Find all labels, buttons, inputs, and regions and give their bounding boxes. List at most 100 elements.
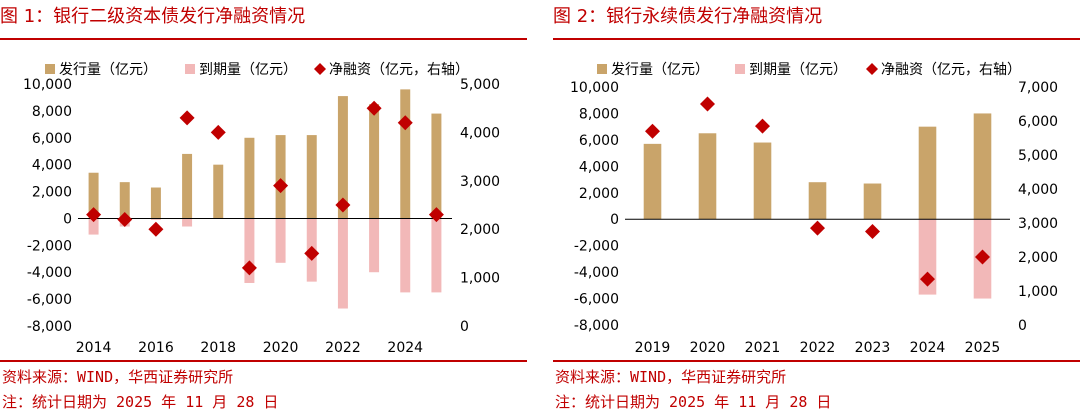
y-tick-label: 0 [610, 212, 619, 228]
maturity-bar [369, 218, 380, 273]
net-financing-marker [645, 123, 660, 139]
y2-tick-label: 3,000 [1018, 216, 1058, 232]
legend-swatch [314, 63, 326, 75]
source-text-2: 资料来源：WIND，华西证券研究所 [555, 368, 787, 386]
y2-tick-label: 3,000 [460, 174, 500, 190]
net-financing-marker [148, 221, 164, 237]
chart-panel-2: 图 2：银行永续债发行净融资情况 -8,000 -6,000 -4,000 -2,00… [553, 0, 1080, 418]
x-tick-label: 2016 [138, 340, 174, 356]
issuance-bar [643, 143, 662, 220]
y2-tick-label: 0 [1018, 318, 1027, 334]
x-tick-label: 2020 [690, 340, 726, 356]
y-tick-label: -4,000 [574, 265, 619, 281]
y-tick-label: 10,000 [23, 77, 72, 93]
issuance-bar [88, 172, 99, 219]
y-tick-label: -6,000 [574, 292, 619, 308]
y-tick-label: 8,000 [579, 106, 619, 122]
net-financing-marker [117, 212, 133, 228]
maturity-bar [182, 218, 193, 227]
net-financing-marker [755, 118, 770, 134]
issuance-bar [431, 113, 442, 219]
net-financing-marker [86, 207, 102, 223]
y2-tick-label: 1,000 [460, 271, 500, 287]
y-tick-label: 4,000 [579, 159, 619, 175]
net-financing-marker [428, 207, 444, 223]
maturity-bar [431, 218, 442, 293]
y-tick-label: 6,000 [579, 133, 619, 149]
issuance-bar [918, 126, 937, 220]
net-financing-marker [241, 260, 257, 276]
y2-tick-label: 4,000 [1018, 182, 1058, 198]
y2-tick-label: 2,000 [1018, 250, 1058, 266]
legend-label: 发行量（亿元） [611, 62, 709, 78]
issuance-bar [213, 164, 224, 219]
y-tick-label: 4,000 [32, 158, 72, 174]
issuance-bar [753, 142, 772, 220]
legend-label: 到期量（亿元） [199, 62, 297, 78]
chart-title-1: 图 1：银行二级资本债发行净融资情况 [0, 6, 306, 27]
issuance-bar [275, 135, 286, 219]
net-financing-marker [920, 271, 935, 287]
net-financing-marker [366, 100, 382, 116]
net-financing-marker [700, 96, 715, 112]
issuance-bar [369, 104, 380, 219]
y-tick-label: 2,000 [579, 186, 619, 202]
issuance-bar [400, 89, 411, 219]
legend-swatch [866, 63, 878, 75]
x-tick-label: 2024 [910, 340, 946, 356]
x-tick-label: 2022 [325, 340, 361, 356]
issuance-bar [150, 187, 161, 219]
y-tick-label: -8,000 [574, 318, 619, 334]
legend-label: 净融资（亿元，右轴） [881, 62, 1021, 78]
legend-label: 净融资（亿元，右轴） [329, 62, 469, 78]
footer-rule-1 [0, 360, 527, 362]
x-tick-label: 2025 [965, 340, 1001, 356]
legend-swatch [45, 64, 55, 74]
note-text-2: 注：统计日期为 2025 年 11 月 28 日 [555, 393, 832, 411]
net-financing-marker [210, 124, 226, 140]
y-tick-label: 8,000 [32, 104, 72, 120]
x-tick-label: 2021 [745, 340, 781, 356]
net-financing-marker [865, 224, 880, 239]
y-tick-label: -8,000 [27, 319, 72, 335]
note-text-1: 注：统计日期为 2025 年 11 月 28 日 [2, 393, 279, 411]
maturity-bar [88, 218, 99, 235]
net-financing-marker [397, 115, 413, 131]
maturity-bar [275, 218, 286, 263]
net-financing-marker [273, 178, 289, 194]
net-financing-marker [810, 220, 825, 236]
y-tick-label: 6,000 [32, 131, 72, 147]
y-tick-label: -6,000 [27, 292, 72, 308]
chart-2: -8,000 -6,000 -4,000 -2,000 0 2,000 4,000 6,000… [570, 62, 1058, 356]
issuance-bar [306, 135, 317, 219]
legend-label: 到期量（亿元） [749, 62, 847, 78]
issuance-bar [698, 133, 717, 220]
issuance-bar [119, 182, 130, 219]
y2-tick-label: 7,000 [1018, 80, 1058, 96]
footer-rule-2 [553, 360, 1080, 362]
issuance-bar [863, 183, 882, 220]
issuance-bar [973, 113, 992, 220]
maturity-bar [400, 218, 411, 293]
net-financing-marker [975, 249, 990, 265]
x-tick-label: 2019 [635, 340, 671, 356]
net-financing-marker [335, 197, 351, 213]
y2-tick-label: 1,000 [1018, 284, 1058, 300]
x-tick-label: 2023 [855, 340, 891, 356]
y2-tick-label: 5,000 [1018, 148, 1058, 164]
y-tick-label: 2,000 [32, 185, 72, 201]
maturity-bar [337, 218, 348, 309]
y2-tick-label: 5,000 [460, 77, 500, 93]
issuance-bar [244, 137, 255, 219]
issuance-bar [808, 182, 827, 220]
maturity-bar [244, 218, 255, 283]
source-text-1: 资料来源：WIND，华西证券研究所 [2, 368, 234, 386]
maturity-bar [150, 218, 161, 220]
y2-tick-label: 0 [460, 319, 469, 335]
y-tick-label: -2,000 [574, 239, 619, 255]
y-tick-label: -4,000 [27, 265, 72, 281]
chart-1: -8,000 -6,000 -4,000 -2,000 0 2,000 4,000 6,000… [23, 62, 500, 356]
chart-panel-1: 图 1：银行二级资本债发行净融资情况 -8,000 -6,000 -4,000 -2,… [0, 0, 527, 418]
legend-label: 发行量（亿元） [59, 62, 157, 78]
issuance-bar [337, 96, 348, 219]
